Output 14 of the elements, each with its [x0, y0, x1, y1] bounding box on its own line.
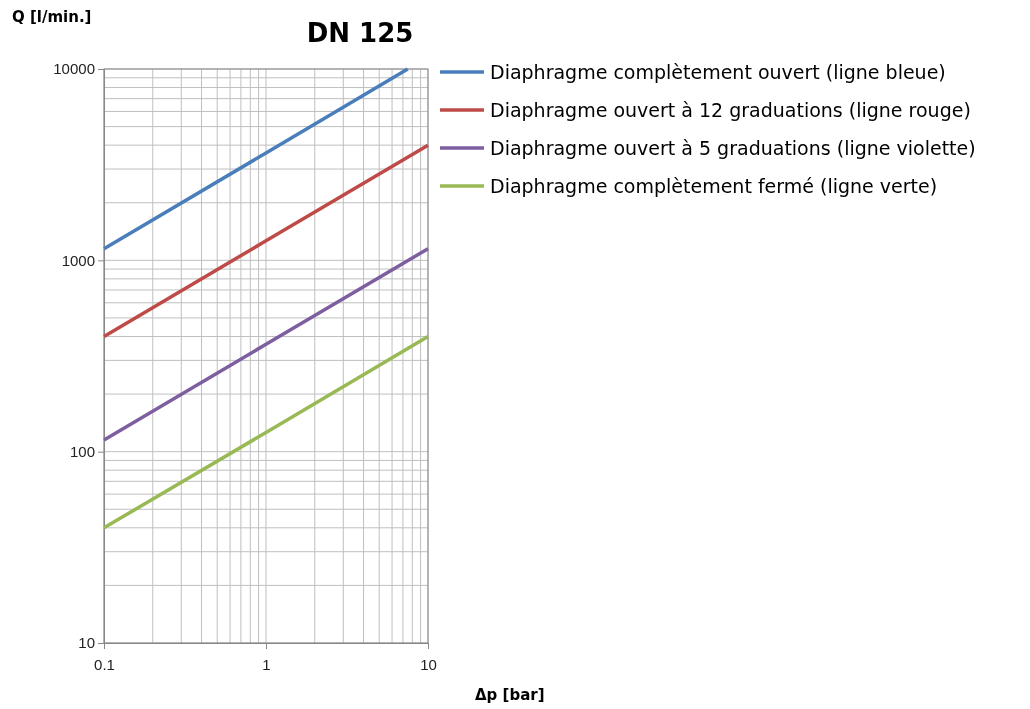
y-tick-label: 100 [69, 442, 95, 460]
y-axis-title: Q [l/min.] [12, 8, 92, 26]
y-tick-label: 1000 [61, 251, 95, 269]
y-tick-label: 10000 [53, 60, 95, 78]
x-axis-title: Δp [bar] [475, 686, 545, 704]
chart-title: DN 125 [306, 18, 414, 48]
legend-label: Diaphragme ouvert à 5 graduations (ligne violette) [490, 137, 976, 159]
x-tick-label: 10 [420, 656, 437, 673]
legend-label: Diaphragme complètement fermé (ligne verte) [490, 175, 938, 197]
legend-label: Diaphragme complètement ouvert (ligne bleue) [490, 61, 946, 83]
legend-label: Diaphragme ouvert à 12 graduations (ligne rouge) [490, 99, 971, 121]
x-tick-label: 1 [262, 656, 271, 673]
y-tick-label: 10 [78, 634, 95, 652]
x-tick-label: 0.1 [94, 656, 115, 673]
